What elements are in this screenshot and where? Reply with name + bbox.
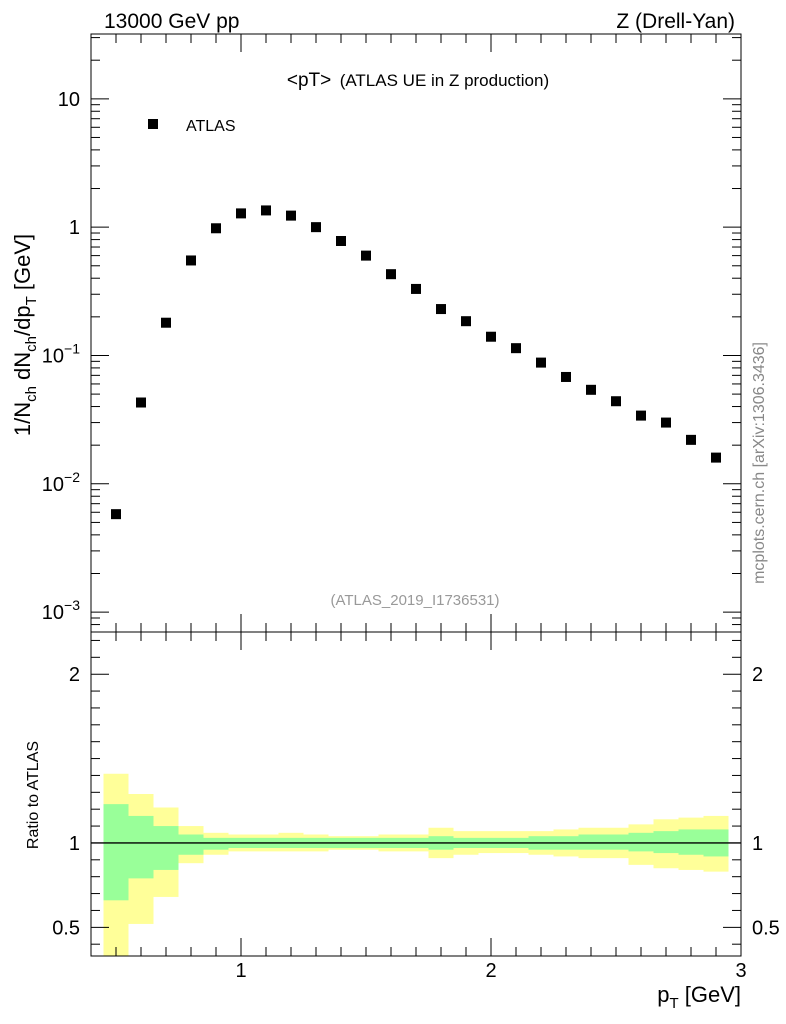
ratio-inner-band-22 [653,831,679,854]
xtick-label: 2 [485,960,496,982]
data-point [311,222,321,233]
data-point [411,283,421,294]
ylabel-part-3: /dp [10,305,35,336]
data-point [386,269,396,280]
data-point [186,255,196,266]
data-point [286,210,296,221]
ratio-inner-band-4 [203,837,229,850]
analysis-label: (ATLAS_2019_I1736531) [330,592,499,609]
xlabel-main: p [657,982,669,1007]
main-ytick-label: 1 [69,217,80,239]
ratio-ylabel: Ratio to ATLAS [25,741,42,849]
data-point [436,304,446,315]
ratio-inner-band-1 [128,815,154,879]
main-ytick-label: 10 [58,89,80,111]
data-point [661,417,671,428]
xlabel-unit: [GeV] [679,982,741,1007]
ratio-inner-band-19 [578,834,604,850]
data-point [336,235,346,246]
main-title: <pT> (ATLAS UE in Z production) [287,70,549,91]
data-point [211,223,221,234]
data-point [561,371,571,382]
legend-label: ATLAS [186,118,236,135]
data-point [161,317,171,328]
ratio-inner-band-3 [178,834,204,855]
main-ytick-label: 10−2 [42,469,80,496]
main-ytick-label: 10−3 [42,597,80,624]
ratio-ytick-label-right: 2 [752,664,763,686]
data-points [111,205,721,520]
data-point [486,331,496,342]
ratio-inner-band-2 [153,826,179,870]
main-ytick-label: 10−1 [42,340,80,367]
data-point [511,343,521,354]
ratio-ytick-label-left: 0.5 [52,917,80,939]
ratio-ytick-label-right: 1 [752,833,763,855]
ratio-inner-band-0 [103,804,129,901]
data-point [136,397,146,408]
data-point [586,384,596,395]
data-point [111,509,121,520]
data-point [536,357,546,368]
main-subtitle-text: (ATLAS UE in Z production) [340,71,549,90]
xlabel-sub: T [669,995,678,1012]
data-point [361,250,371,261]
xlabel: pT [GeV] [657,982,741,1012]
ylabel-part-1: 1/N [10,402,35,436]
ylabel-sub-3: T [23,296,40,305]
legend: ATLAS [148,118,236,135]
ratio-ytick-label-right: 0.5 [752,917,780,939]
data-point [611,396,621,407]
data-point [686,434,696,445]
xtick-label: 3 [735,960,746,982]
ratio-inner-band-23 [678,829,704,855]
data-point [236,208,246,219]
ylabel-unit: [GeV] [10,234,35,296]
ylabel-sub-2: ch [23,336,40,352]
ratio-ytick-label-left: 1 [69,833,80,855]
ratio-ytick-label-left: 2 [69,664,80,686]
main-ytick-labels: 10 1 10−1 10−2 10−3 [42,89,80,624]
xtick-labels: 1 2 3 [235,960,746,982]
legend-marker [148,119,158,129]
ratio-bands [103,773,729,956]
main-ylabel: 1/Nch dNch/dpT [GeV] [10,234,40,436]
xtick-label: 1 [235,960,246,982]
data-point [711,452,721,463]
data-point [461,316,471,327]
ratio-inner-band-20 [603,834,629,850]
axis-ticks [90,34,742,956]
ratio-inner-band-21 [628,832,654,852]
main-title-text: <pT> [287,70,331,91]
data-point [261,205,271,216]
header-right: Z (Drell-Yan) [616,10,735,33]
ylabel-sub-1: ch [23,386,40,402]
ratio-ytick-labels: 2 2 1 1 0.5 0.5 [52,664,780,939]
ylabel-part-2: dN [10,352,35,386]
header-left: 13000 GeV pp [104,10,239,33]
data-point [636,410,646,421]
side-label: mcplots.cern.ch [arXiv:1306.3436] [751,342,768,584]
